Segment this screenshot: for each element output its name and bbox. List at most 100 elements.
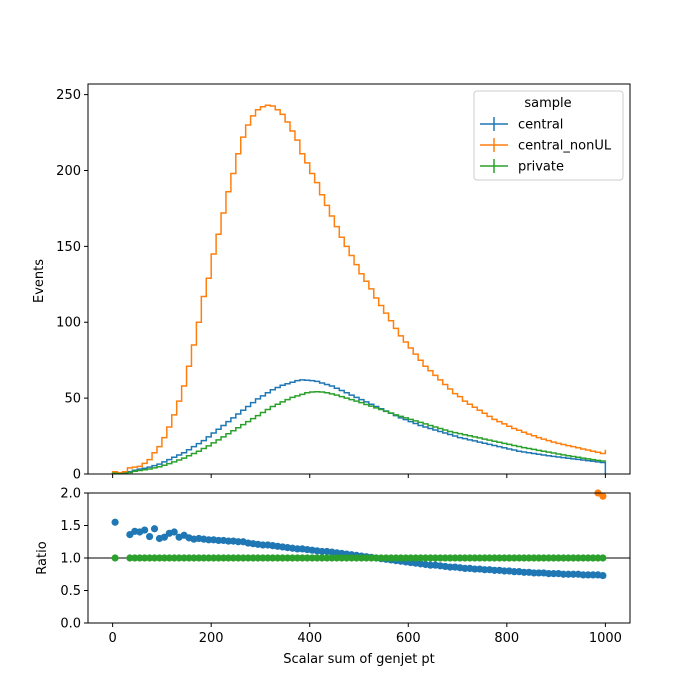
ratio-point-private [362,554,370,562]
main-y-ticks: 0 50 100 150 200 250 [56,88,88,483]
ratio-point-private [451,554,459,562]
ratio-point-central [160,533,168,541]
ratio-point-private [461,554,469,562]
ratio-point-private [308,554,316,562]
ratio-point-private [234,554,242,562]
ratio-point-private [372,554,380,562]
ratio-point-private [584,554,592,562]
ratio-x-tick-label: 600 [396,631,421,646]
ratio-point-central [564,570,573,578]
ratio-point-private [210,554,218,562]
ratio-point-central [579,571,587,579]
ratio-point-private [387,554,395,562]
ratio-point-private [214,554,223,562]
ratio-point-private [170,554,178,562]
ratio-point-private [180,554,188,562]
ratio-point-private [239,554,247,562]
ratio-point-private [431,554,439,562]
ratio-series-private [111,554,607,562]
ratio-point-private [348,554,356,562]
ratio-point-private [249,554,257,562]
ratio-point-private [333,554,341,562]
x-axis-label: Scalar sum of genjet pt [283,652,435,667]
ratio-point-private [510,554,518,562]
ratio-point-central [426,561,435,569]
ratio-point-private [279,554,287,562]
ratio-x-tick-label: 200 [199,631,224,646]
ratio-panel: 0 200 400 600 800 1000 0.00.51.01.52.0 Ratio … [35,487,631,667]
ratio-point-central [446,563,454,571]
ratio-point-private [471,554,479,562]
ratio-point-private [550,554,558,562]
ratio-point-central [150,525,159,533]
ratio-point-private [155,554,164,562]
ratio-point-central [259,541,267,549]
ratio-point-private [259,554,267,562]
ratio-point-private [298,554,306,562]
ratio-point-private [559,554,568,562]
ratio-point-private [126,554,134,562]
ratio-point-private [367,554,375,562]
ratio-point-private [160,554,168,562]
legend-label-central_nonUL: central_nonUL [518,139,612,154]
ratio-point-private [165,554,173,562]
ratio-point-central [234,538,242,546]
ratio-point-private [200,554,208,562]
ratio-point-central [214,536,223,545]
main-y-tick-label: 150 [56,240,81,255]
ratio-point-central [589,571,597,579]
ratio-point-central [569,570,577,578]
ratio-point-central [599,571,607,580]
legend-title: sample [524,96,571,111]
main-series-group [111,104,607,475]
ratio-point-private [328,554,336,562]
ratio-point-central [550,570,558,578]
ratio-point-central [170,528,178,536]
main-y-tick-label: 0 [73,468,81,483]
ratio-point-private [495,554,504,562]
ratio-point-central [530,569,538,577]
ratio-point-private [500,554,508,562]
main-y-tick-label: 250 [56,88,81,103]
ratio-point-central [510,568,518,576]
ratio-point-central [318,547,326,556]
ratio-point-private [288,554,297,562]
ratio-point-private [505,554,513,562]
ratio-point-central [224,537,233,545]
ratio-point-central [520,568,528,576]
histogram-central [111,379,607,475]
ratio-point-private [579,554,587,562]
ratio-x-tick-label: 1000 [589,631,622,646]
ratio-point-private [574,554,582,562]
ratio-point-central [500,567,508,575]
ratio-point-private [564,554,573,562]
ratio-point-central [111,518,119,526]
ratio-point-private [436,554,444,562]
main-plot-frame [87,83,631,475]
ratio-point-private [382,554,390,562]
ratio-point-private [407,554,415,562]
ratio-point-private [594,554,602,562]
ratio-point-private [269,554,277,562]
ratio-y-tick-label: 2.0 [60,487,81,502]
ratio-point-central [141,526,149,534]
ratio-point-central [471,565,479,573]
ratio-point-private [293,554,302,562]
ratio-point-private [318,554,326,562]
ratio-point-central [584,571,592,579]
ratio-point-private [441,554,449,562]
legend-label-private: private [518,160,564,175]
ratio-series-group [111,489,607,580]
ratio-y-tick-label: 1.5 [60,519,81,534]
ratio-point-private [264,554,272,562]
ratio-point-central [559,570,568,578]
ratio-point-private [426,554,435,562]
ratio-x-tick-label: 0 [108,631,116,646]
ratio-point-private [421,554,430,562]
main-y-tick-label: 200 [56,164,81,179]
ratio-point-private [190,554,198,562]
ratio-point-central [205,536,213,544]
main-y-axis-label: Events [32,259,47,303]
